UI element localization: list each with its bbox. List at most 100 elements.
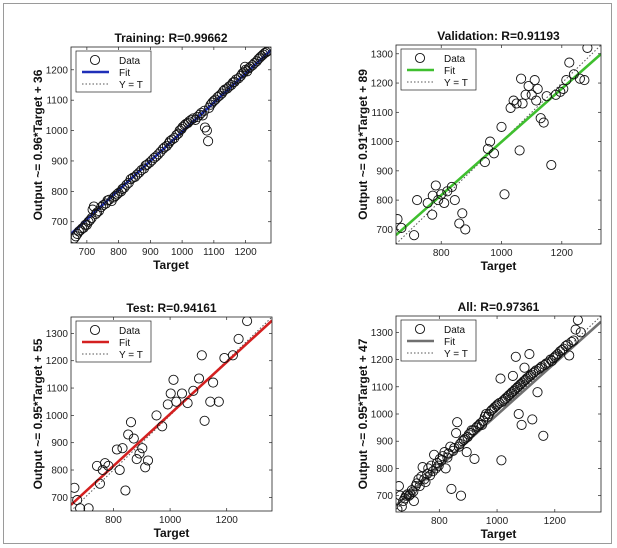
- data-point: [485, 136, 496, 147]
- data-point: [158, 143, 169, 154]
- legend-label-data: Data: [444, 54, 466, 65]
- plot-title: All: R=0.97361: [458, 300, 540, 314]
- data-point: [208, 377, 219, 388]
- data-point: [508, 385, 519, 396]
- y-tick-label: 1100: [46, 96, 68, 107]
- legend-label-fit: Fit: [119, 338, 130, 349]
- y-tick-label: 1300: [371, 328, 394, 339]
- y-tick-label: 900: [376, 166, 393, 177]
- x-tick-label: 800: [433, 248, 450, 259]
- x-tick-label: 800: [105, 515, 122, 526]
- data-point: [103, 460, 114, 471]
- data-point: [165, 388, 176, 399]
- data-point: [446, 181, 457, 192]
- data-point: [510, 351, 521, 362]
- data-point: [471, 422, 482, 433]
- data-point: [455, 438, 466, 449]
- data-point: [452, 417, 463, 428]
- data-point: [455, 490, 467, 501]
- data-point: [227, 350, 238, 361]
- data-point: [117, 443, 128, 454]
- data-point: [125, 417, 137, 428]
- data-point: [199, 122, 211, 133]
- data-point: [163, 138, 174, 149]
- y-tick-label: 1100: [46, 384, 68, 395]
- identity-line: [71, 317, 272, 511]
- plot-content: [71, 47, 271, 243]
- y-tick-label: 1000: [371, 410, 394, 421]
- data-point: [516, 419, 527, 430]
- y-tick-label: 700: [51, 493, 68, 504]
- data-point: [75, 503, 86, 511]
- data-point: [454, 218, 465, 229]
- data-point: [485, 406, 496, 417]
- data-point: [84, 215, 96, 226]
- data-point: [201, 125, 212, 136]
- x-tick-label: 1000: [171, 247, 194, 258]
- y-axis-label: Output ~= 0.91*Target + 89: [356, 69, 370, 220]
- data-point: [472, 421, 483, 432]
- data-point: [114, 464, 125, 476]
- data-point: [413, 474, 424, 485]
- data-point: [90, 209, 101, 220]
- data-point: [157, 421, 168, 432]
- y-axis-label: Output ~= 0.95*Target + 47: [356, 338, 370, 489]
- data-point: [213, 396, 224, 407]
- data-point: [574, 73, 585, 84]
- data-point: [434, 453, 445, 464]
- x-tick-label: 1000: [159, 515, 182, 526]
- data-point: [443, 448, 454, 459]
- data-point: [442, 452, 453, 463]
- plot-0: 700 800 900 1000 1100 1200 700 800 900 1000 1100 12…: [31, 31, 272, 272]
- fit-line: [396, 53, 601, 237]
- data-point: [128, 433, 139, 444]
- data-point: [131, 454, 142, 465]
- data-point: [549, 351, 560, 362]
- data-point: [192, 111, 203, 122]
- plot-content: [396, 316, 601, 512]
- plot-3: 800 1000 1200 700 800 900 1000 1100 1200 1300 All:…: [356, 300, 602, 541]
- y-tick-label: 1100: [371, 382, 393, 393]
- data-point: [412, 195, 423, 206]
- x-axis-label: Target: [481, 527, 517, 541]
- x-tick-label: 1100: [203, 247, 225, 258]
- data-point: [532, 387, 543, 398]
- data-point: [439, 197, 450, 209]
- data-point: [262, 47, 271, 57]
- data-point: [511, 383, 522, 394]
- data-point: [449, 195, 460, 206]
- data-point: [405, 489, 416, 500]
- data-point: [469, 453, 480, 464]
- legend-label-data: Data: [119, 326, 141, 337]
- data-point: [420, 477, 431, 488]
- data-point: [500, 393, 511, 405]
- data-point: [430, 463, 441, 474]
- data-point: [514, 380, 525, 391]
- data-point: [180, 118, 191, 129]
- legend-data-marker: [89, 54, 101, 66]
- data-point: [564, 57, 575, 68]
- data-point: [176, 388, 188, 399]
- data-point: [111, 444, 122, 455]
- x-tick-label: 1200: [544, 516, 567, 527]
- y-tick-label: 1300: [46, 329, 69, 340]
- data-point: [120, 485, 131, 496]
- legend-label-identity: Y = T: [444, 78, 468, 89]
- data-point: [519, 362, 530, 373]
- x-tick-label: 1000: [490, 248, 513, 259]
- data-point: [242, 317, 253, 327]
- y-tick-label: 800: [51, 466, 68, 477]
- data-point: [579, 75, 590, 86]
- data-point: [140, 462, 151, 473]
- data-point: [570, 324, 581, 335]
- data-point: [488, 403, 499, 414]
- data-point: [83, 503, 94, 511]
- data-point: [554, 346, 566, 357]
- legend-label-fit: Fit: [444, 66, 455, 77]
- data-point: [497, 396, 508, 407]
- data-point: [83, 216, 94, 227]
- data-point: [396, 481, 404, 492]
- data-point: [197, 110, 208, 121]
- plot-title: Test: R=0.94161: [126, 301, 216, 315]
